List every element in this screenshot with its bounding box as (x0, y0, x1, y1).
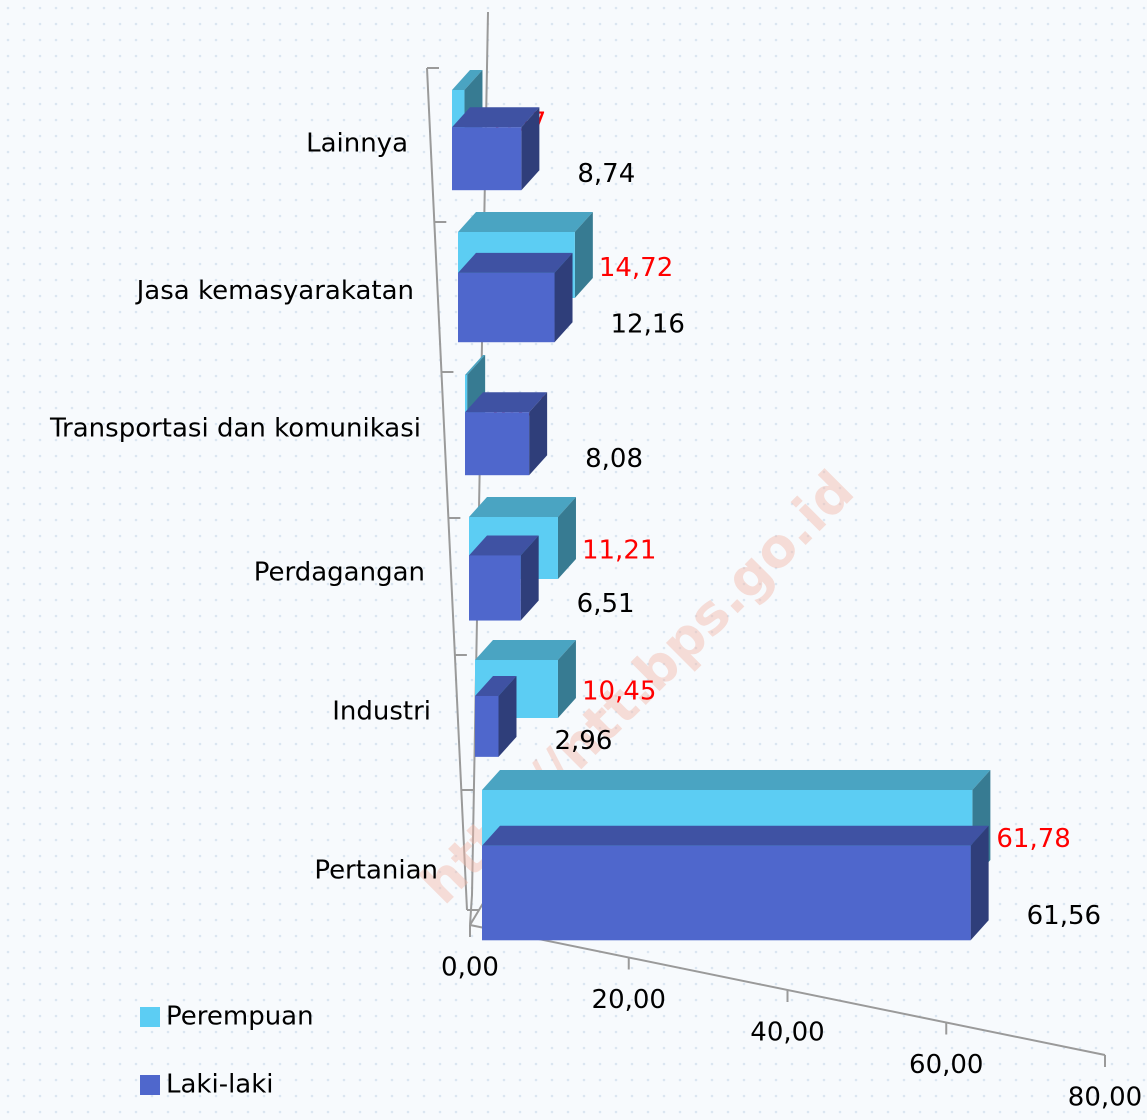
bar-top-face (465, 392, 548, 413)
bar-top-face (482, 825, 989, 846)
bar-front-face (458, 272, 555, 343)
category-label: Pertanian (314, 856, 438, 886)
bar-top-face (458, 212, 593, 232)
bar-top-face (469, 535, 539, 556)
data-label: 2,96 (554, 726, 612, 756)
bar-top-face (475, 675, 517, 696)
bar-side-face (498, 675, 517, 757)
bar (465, 392, 548, 476)
bar-front-face (465, 375, 468, 435)
data-label: 11,21 (582, 536, 656, 566)
bar-side-face (520, 535, 539, 621)
bar (475, 675, 517, 757)
bar-top-face (458, 252, 573, 273)
y-axis (426, 67, 468, 911)
bar (458, 252, 573, 343)
category-label: Lainnya (306, 129, 408, 159)
data-label: 6,51 (577, 589, 635, 619)
bar-side-face (574, 212, 593, 298)
bar-top-face (469, 497, 576, 517)
data-label: 14,72 (599, 253, 673, 283)
legend-label: Perempuan (166, 1002, 314, 1032)
data-label: 61,78 (996, 824, 1070, 854)
bar-front-face (465, 412, 530, 476)
bar-front-face (452, 127, 522, 191)
bar-side-face (521, 107, 540, 191)
bar-top-face (452, 107, 540, 128)
x-tick-label: 80,00 (1068, 1083, 1142, 1113)
bar (469, 535, 539, 621)
x-tick-label: 20,00 (592, 985, 666, 1015)
bar-side-face (557, 497, 576, 579)
data-label: 10,45 (582, 676, 656, 706)
data-label: 12,16 (611, 309, 685, 339)
data-label: 61,56 (1027, 901, 1101, 931)
data-label: 8,08 (585, 444, 643, 474)
bar-front-face (469, 555, 521, 621)
bar-top-face (452, 70, 483, 90)
bar-top-face (465, 355, 486, 375)
category-label: Perdagangan (254, 557, 425, 587)
data-label: 8,74 (577, 159, 635, 189)
bar-front-face (482, 845, 971, 941)
category-label: Industri (332, 697, 431, 727)
bar-top-face (475, 640, 576, 660)
bar-side-face (557, 640, 576, 718)
x-tick-label: 40,00 (750, 1018, 824, 1048)
legend-label: Laki-laki (166, 1070, 274, 1100)
category-label: Transportasi dan komunikasi (49, 414, 421, 444)
bar (482, 825, 989, 941)
legend-swatch (140, 1007, 160, 1027)
x-tick-label: 60,00 (909, 1050, 983, 1080)
bar-front-face (475, 695, 499, 757)
x-tick-label: 0,00 (441, 953, 499, 983)
bar-side-face (554, 252, 573, 343)
bar-side-face (529, 392, 548, 476)
legend-swatch (140, 1075, 160, 1095)
bar (452, 107, 540, 191)
bar-side-face (970, 825, 989, 941)
category-label: Jasa kemasyarakatan (135, 276, 414, 306)
bar-top-face (482, 770, 991, 790)
